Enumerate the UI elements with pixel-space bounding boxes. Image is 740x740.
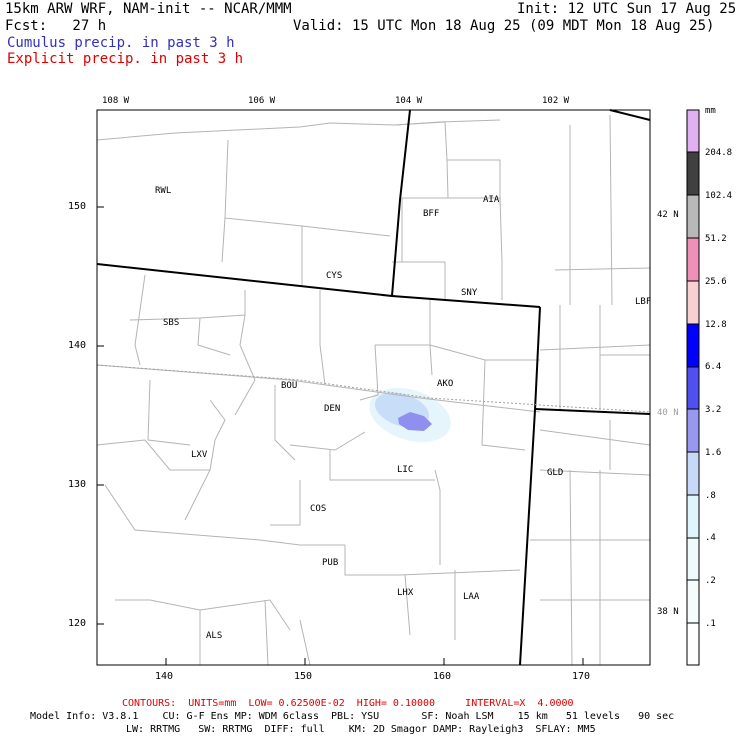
station-label: AIA [483, 195, 500, 205]
map-title: 15km ARW WRF, NAM-init -- NCAR/MMM [5, 1, 292, 17]
lat-label: 38 N [657, 607, 679, 617]
station-label: CYS [326, 271, 343, 281]
colorbar-label: .4 [705, 533, 716, 543]
lon-label: 108 W [102, 96, 130, 106]
y-tick-label: 140 [68, 340, 87, 351]
colorbar-label: 12.8 [705, 320, 727, 330]
station-label: SBS [163, 318, 180, 328]
lat-label: 42 N [657, 210, 679, 220]
init-time: Init: 12 UTC Sun 17 Aug 25 [517, 1, 737, 17]
colorbar-label: 1.6 [705, 448, 722, 458]
x-tick-label: 160 [433, 671, 452, 682]
colorbar-label: 6.4 [705, 362, 722, 372]
explicit-precip-legend: Explicit precip. in past 3 h [7, 51, 244, 67]
station-label: LHX [397, 588, 414, 598]
station-label: ALS [206, 631, 223, 641]
model-info: Model Info: V3.8.1 CU: G-F Ens MP: WDM 6… [30, 711, 675, 722]
station-label: LIC [397, 465, 414, 475]
model-info-physics: LW: RRTMG SW: RRTMG DIFF: full KM: 2D Sm… [126, 724, 596, 735]
station-label: GLD [547, 468, 564, 478]
lon-label: 104 W [395, 96, 423, 106]
lon-label: 102 W [542, 96, 570, 106]
forecast-hour: Fcst: 27 h [5, 18, 107, 34]
station-label: DEN [324, 404, 341, 414]
cumulus-precip-legend: Cumulus precip. in past 3 h [7, 35, 235, 51]
state-borders [96, 109, 651, 666]
x-tick-label: 170 [572, 671, 591, 682]
colorbar-label: 102.4 [705, 191, 733, 201]
colorbar-label: 204.8 [705, 148, 733, 158]
precip-area [369, 387, 451, 443]
contours-info: CONTOURS: UNITS=mm LOW= 0.62500E-02 HIGH… [122, 698, 574, 709]
station-label: BFF [423, 209, 440, 219]
lon-label: 106 W [248, 96, 276, 106]
colorbar-label: 25.6 [705, 277, 727, 287]
x-tick-label: 140 [155, 671, 174, 682]
station-label: SNY [461, 288, 478, 298]
colorbar-label: 3.2 [705, 405, 722, 415]
x-tick-label: 150 [294, 671, 313, 682]
map-frame [96, 109, 651, 666]
y-tick-label: 130 [68, 479, 87, 490]
y-axis-ticks [97, 206, 584, 665]
colorbar-label: 51.2 [705, 234, 727, 244]
colorbar-label: .2 [705, 576, 716, 586]
station-label: COS [310, 504, 327, 514]
station-label: BOU [281, 381, 298, 391]
county-lines [96, 114, 651, 666]
station-label: RWL [155, 186, 172, 196]
colorbar-swatches [686, 109, 700, 666]
y-tick-label: 150 [68, 201, 87, 212]
station-label: PUB [322, 558, 339, 568]
valid-time: Valid: 15 UTC Mon 18 Aug 25 (09 MDT Mon … [293, 18, 715, 34]
colorbar-label: .8 [705, 491, 716, 501]
latitude-line [96, 364, 651, 413]
lat-label: 40 N [657, 408, 679, 418]
colorbar-unit: mm [705, 106, 716, 116]
y-tick-label: 120 [68, 618, 87, 629]
station-label: LAA [463, 592, 480, 602]
station-label: AKO [437, 379, 454, 389]
colorbar-label: .1 [705, 619, 716, 629]
station-label: LXV [191, 450, 208, 460]
station-label: LBF [635, 297, 652, 307]
